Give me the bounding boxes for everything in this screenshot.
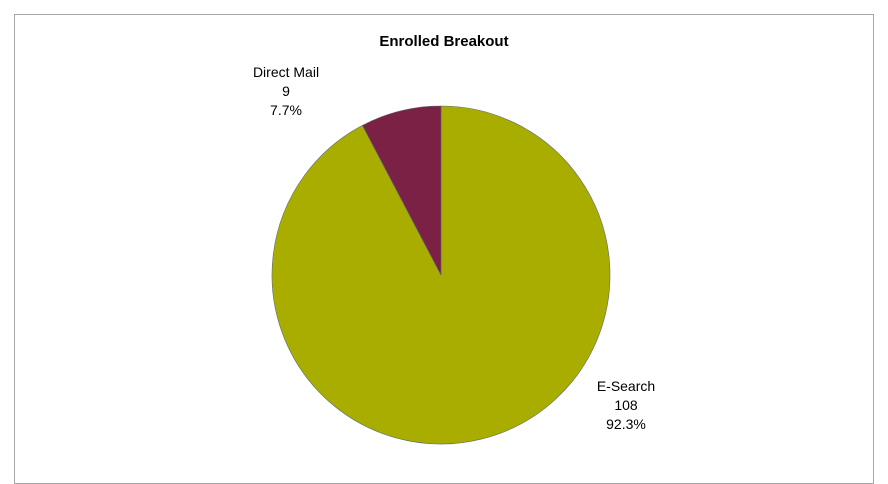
slice-percent-e-search: 92.3%	[606, 416, 646, 432]
slice-name-direct-mail: Direct Mail	[252, 64, 320, 80]
slice-name-e-search: E-Search	[596, 378, 656, 394]
pie-slice-direct-mail	[362, 105, 442, 276]
slice-value-e-search: 108	[614, 397, 638, 413]
data-label-e-search: E-Search 108 92.3%	[586, 377, 666, 434]
slice-value-direct-mail: 9	[282, 83, 290, 99]
data-label-direct-mail: Direct Mail 9 7.7%	[226, 63, 346, 120]
pie-chart	[271, 105, 611, 445]
chart-title: Enrolled Breakout	[379, 33, 509, 50]
slice-percent-direct-mail: 7.7%	[270, 102, 302, 118]
pie-slices	[271, 105, 611, 445]
